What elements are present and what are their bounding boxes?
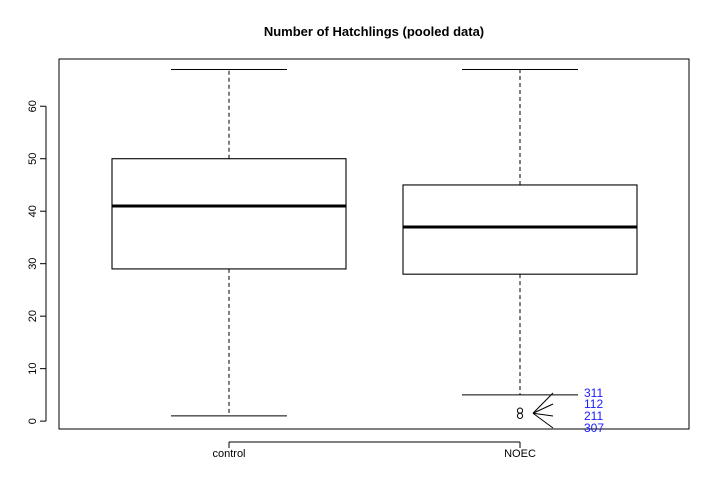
outlier-point bbox=[516, 407, 524, 414]
y-tick-label: 30 bbox=[27, 258, 39, 270]
outlier-leader-line bbox=[532, 412, 554, 417]
y-tick-label: 20 bbox=[27, 310, 39, 322]
y-tick-label: 40 bbox=[27, 205, 39, 217]
outlier-leader-line bbox=[532, 392, 554, 414]
outlier-point bbox=[516, 412, 524, 419]
box-iqr bbox=[402, 184, 638, 275]
outlier-leader-line bbox=[532, 403, 554, 414]
chart-title: Number of Hatchlings (pooled data) bbox=[264, 24, 484, 39]
plot-area bbox=[58, 58, 690, 430]
outlier-label: 211 bbox=[584, 409, 603, 423]
box-group-control bbox=[111, 68, 347, 417]
y-tick-label: 50 bbox=[27, 153, 39, 165]
boxes bbox=[111, 68, 638, 419]
box-iqr bbox=[111, 158, 347, 270]
outlier-leader-line bbox=[532, 412, 554, 429]
x-tick-label-noec: NOEC bbox=[504, 448, 536, 460]
x-tick-label-control: control bbox=[212, 448, 245, 460]
y-axis: 0 10 20 30 40 50 60 bbox=[27, 100, 47, 424]
y-tick-label: 0 bbox=[27, 418, 39, 424]
box-group-noec bbox=[402, 68, 638, 419]
y-tick-label: 10 bbox=[27, 363, 39, 375]
x-axis: control NOEC bbox=[212, 441, 536, 460]
y-tick-label: 60 bbox=[27, 100, 39, 112]
outlier-label: 112 bbox=[584, 397, 603, 411]
outlier-label: 307 bbox=[584, 421, 604, 435]
outlier-label: 311 bbox=[584, 386, 603, 400]
